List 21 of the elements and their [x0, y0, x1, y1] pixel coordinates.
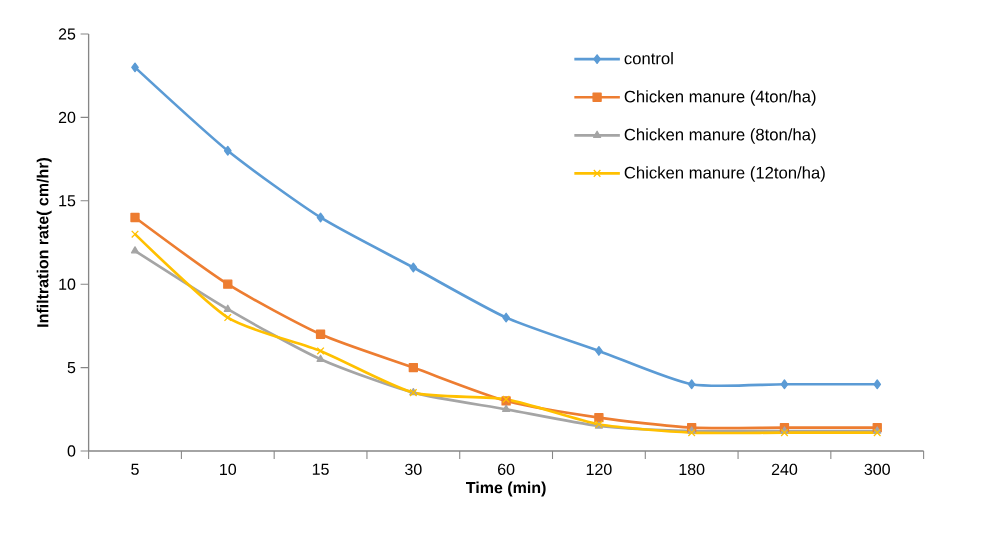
y-tick-label: 5 [67, 362, 76, 374]
y-tick-label: 10 [59, 278, 76, 290]
legend-label: Chicken manure (8ton/ha) [624, 128, 816, 144]
x-axis-title: Time (min) [466, 481, 546, 497]
y-tick-label: 15 [59, 195, 76, 207]
y-axis-title: Infiltration rate( cm/hr) [36, 157, 52, 327]
legend-label: Chicken manure (12ton/ha) [624, 166, 825, 182]
x-tick-label: 15 [312, 463, 329, 475]
y-tick-label: 20 [58, 111, 76, 124]
x-tick-label: 10 [220, 463, 237, 476]
y-tick-label: 0 [67, 445, 76, 457]
x-tick-label: 60 [498, 463, 515, 476]
y-tick-label: 25 [58, 28, 76, 40]
x-tick-label: 180 [679, 463, 705, 476]
legend-label: control [624, 52, 673, 65]
x-tick-label: 300 [864, 463, 890, 476]
x-tick-label: 120 [586, 463, 612, 476]
legend-label: Chicken manure (4ton/ha) [624, 90, 816, 106]
x-tick-label: 240 [771, 463, 798, 476]
x-tick-label: 5 [131, 463, 139, 475]
x-tick-label: 30 [405, 463, 422, 476]
